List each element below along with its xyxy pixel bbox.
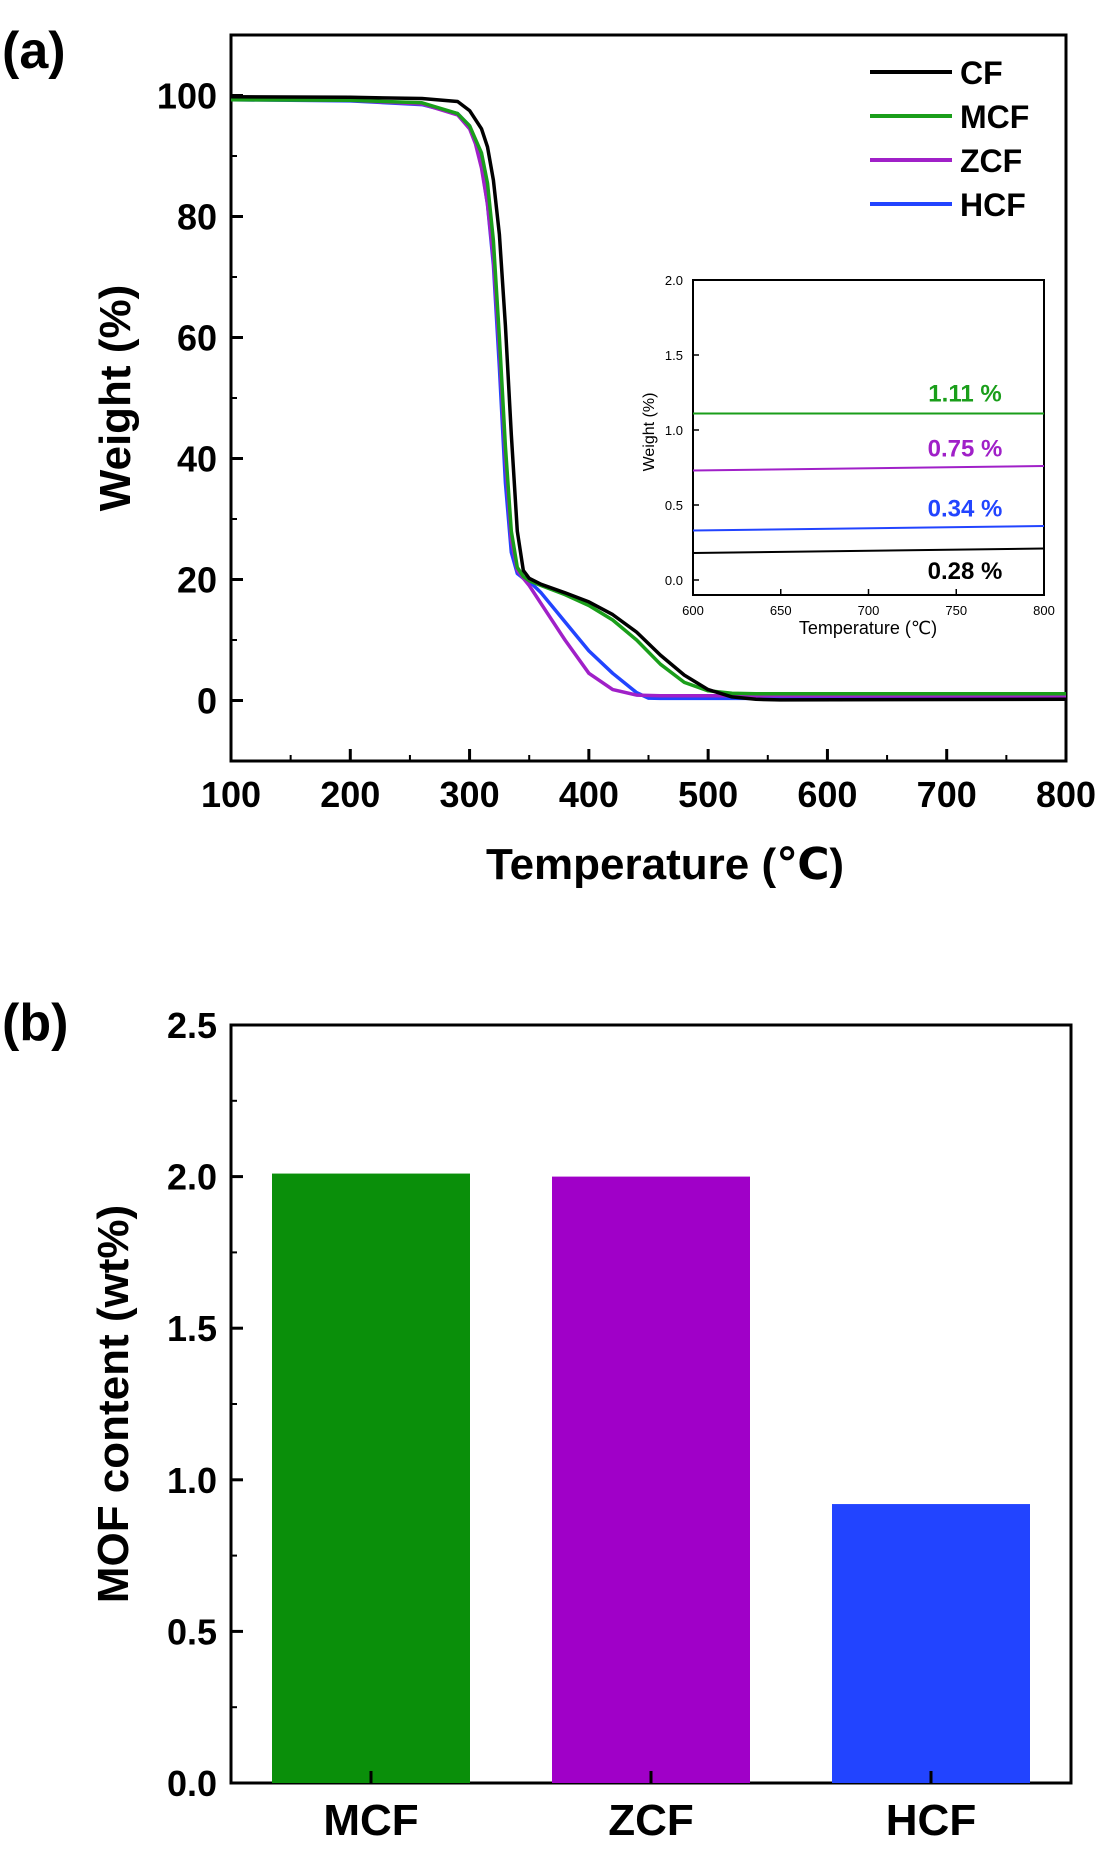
bar-y-tick-label: 2.0 [167,1157,217,1198]
inset-value-label-cf: 0.28 % [928,558,1003,585]
tga-x-tick-label: 800 [1036,774,1096,815]
tga-x-tick-label: 100 [201,774,261,815]
tga-y-tick-label: 100 [157,76,217,117]
tga-y-tick-label: 60 [177,318,217,359]
inset-y-tick-label: 0.5 [665,498,683,513]
inset-y-axis-label: Weight (%) [641,393,658,472]
tga-series-group [230,94,1067,702]
bar-hcf [832,1504,1030,1783]
inset-frame [692,279,1045,596]
tga-y-tick-labels: 0 20 40 60 80 100 [157,76,217,722]
tga-x-tick-label: 700 [917,774,977,815]
inset-axis-ticks [692,279,1045,595]
bar-group [272,1173,1030,1783]
tga-y-tick-label: 80 [177,197,217,238]
tga-x-tick-labels: 100 200 300 400 500 600 700 800 [201,774,1096,815]
bar-y-tick-label: 0.5 [167,1611,217,1652]
inset-value-labels: 1.11 % 0.75 % 0.34 % 0.28 % [928,381,1003,585]
legend-label-hcf: HCF [960,187,1026,223]
inset-y-tick-label: 0.0 [665,573,683,588]
inset-value-label-mcf: 1.11 % [928,381,1001,408]
tga-line-cf [230,94,1067,702]
tga-y-tick-label: 40 [177,439,217,480]
inset-x-axis-label: Temperature (℃) [799,618,937,638]
bar-zcf [552,1176,750,1783]
panel-label-b: (b) [2,994,68,1052]
bar-x-tick-label: ZCF [608,1796,694,1845]
tga-inset: 600 650 700 750 800 0.0 0.5 1.0 1.5 2.0 1.11 % 0.… [641,273,1055,638]
inset-line-hcf [692,525,1045,532]
inset-x-tick-label: 700 [858,603,880,618]
inset-line-zcf [692,465,1045,472]
tga-y-tick-label: 20 [177,560,217,601]
bar-y-axis-label: MOF content (wt%) [89,1205,138,1603]
bar-axis-ticks [231,1023,933,1785]
legend-label-cf: CF [960,55,1003,91]
tga-x-axis-label: Temperature (℃) [486,840,844,889]
tga-x-tick-label: 600 [797,774,857,815]
inset-y-tick-label: 1.0 [665,423,683,438]
inset-y-tick-labels: 0.0 0.5 1.0 1.5 2.0 [665,273,683,588]
mof-content-panel: (b) 0.0 0.5 1.0 1.5 2.0 2.5 MCF ZCF HCF MOF con… [2,994,1073,1845]
bar-y-tick-labels: 0.0 0.5 1.0 1.5 2.0 2.5 [167,1005,217,1804]
panel-label-a: (a) [2,22,66,80]
tga-x-tick-label: 200 [320,774,380,815]
inset-y-tick-label: 2.0 [665,273,683,288]
legend-label-zcf: ZCF [960,143,1022,179]
inset-x-tick-label: 650 [770,603,792,618]
bar-mcf [272,1173,470,1783]
bar-y-tick-label: 2.5 [167,1005,217,1046]
bar-x-tick-label: HCF [886,1796,976,1845]
tga-legend: CF MCF ZCF HCF [870,55,1029,223]
tga-y-axis-label: Weight (%) [91,285,140,512]
bar-y-tick-label: 0.0 [167,1763,217,1804]
tga-x-tick-label: 300 [440,774,500,815]
tga-line-mcf [230,97,1066,696]
bar-x-tick-label: MCF [323,1796,418,1845]
inset-x-tick-labels: 600 650 700 750 800 [682,603,1055,618]
inset-value-label-hcf: 0.34 % [928,495,1003,522]
legend-label-mcf: MCF [960,99,1029,135]
tga-panel: (a) 100 200 300 400 500 600 700 800 0 20 40 60 80 10… [2,22,1096,889]
inset-value-label-zcf: 0.75 % [928,435,1003,462]
tga-x-tick-label: 400 [559,774,619,815]
inset-x-tick-label: 750 [945,603,967,618]
bar-x-tick-labels: MCF ZCF HCF [323,1796,976,1845]
inset-line-cf [692,547,1045,554]
inset-series-group [692,412,1045,554]
bar-y-tick-label: 1.0 [167,1460,217,1501]
inset-x-tick-label: 800 [1033,603,1055,618]
tga-y-tick-label: 0 [197,681,217,722]
tga-x-tick-label: 500 [678,774,738,815]
bar-y-tick-label: 1.5 [167,1308,217,1349]
inset-x-tick-label: 600 [682,603,704,618]
inset-y-tick-label: 1.5 [665,348,683,363]
